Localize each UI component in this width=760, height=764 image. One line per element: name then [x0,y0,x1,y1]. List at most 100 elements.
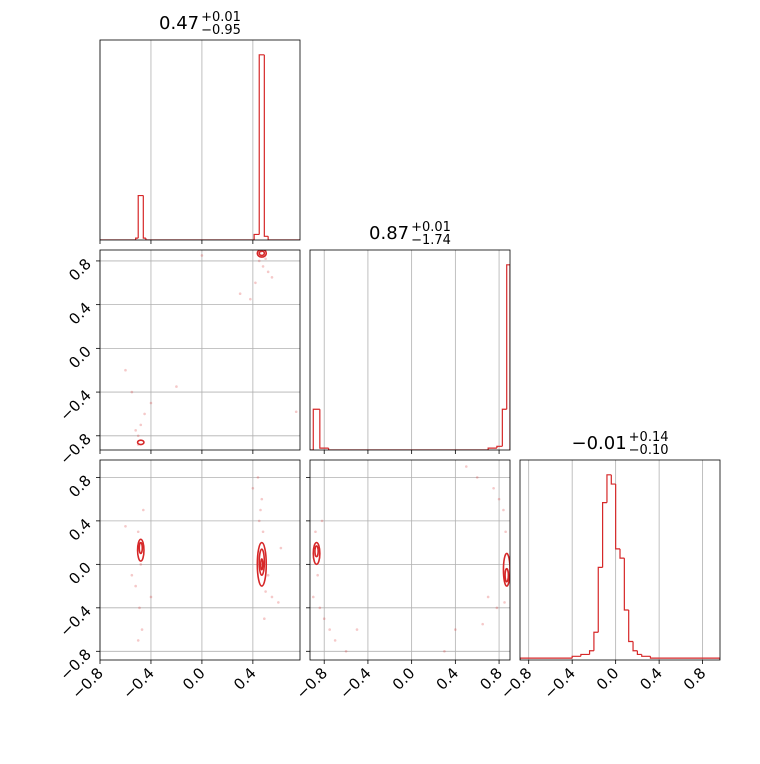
sample-point [322,617,326,620]
contour [136,538,145,562]
x-tick-label: 0.4 [230,664,260,694]
histogram-step [610,474,616,485]
sample-point [318,606,322,610]
title-upper: +0.01 [411,220,451,235]
y-tick-label: −0.4 [56,386,94,424]
histogram-step [496,445,503,449]
histogram-step [520,657,573,660]
y-tick-label: 0.8 [65,255,95,285]
sample-point [134,584,137,588]
sample-point [261,265,265,268]
histogram-step [628,610,634,643]
sample-point [294,410,298,414]
histogram-step [253,233,260,240]
histogram-step [312,408,320,450]
sample-point [495,606,499,610]
sample-point [124,525,127,528]
panel-frame [99,459,301,661]
sample-point [139,563,143,566]
histogram-step [588,650,594,655]
sample-point [464,465,468,468]
x-tick-label: −0.8 [497,664,535,702]
sample-point [251,486,255,490]
sample-point [264,590,267,593]
histogram-step [137,194,144,239]
sample-point [504,530,507,534]
histogram-step [636,650,642,656]
title-upper: +0.01 [201,10,241,25]
x-tick-label: −0.4 [541,664,579,702]
sample-point [130,573,134,577]
sample-point [134,429,137,432]
contour [256,541,268,587]
histogram-step [659,657,720,660]
sample-point [344,650,348,653]
title-upper: +0.14 [629,430,669,445]
sample-point [256,476,260,479]
sample-point [497,497,501,501]
contour [258,250,266,257]
histogram-step [263,54,269,237]
histogram-step [319,409,329,449]
title-value: 0.87 [369,223,409,244]
sample-point [333,639,337,642]
panel-frame [99,39,301,241]
y-tick-label: 0.4 [65,299,95,329]
histogram-step [597,566,603,633]
histogram-step [571,655,581,659]
contour [504,567,510,583]
sample-point [481,622,484,626]
sample-point [454,628,457,631]
sample-point [175,385,178,388]
x-tick-label: −0.4 [336,664,374,702]
x-tick-label: 0.0 [179,664,209,694]
y-tick-label: 0.0 [65,558,95,588]
histogram-step [145,238,255,240]
sample-point [328,628,331,631]
x-tick-label: 0.4 [433,664,463,694]
contour [138,541,144,555]
panel-frame [99,249,301,451]
contour [256,250,268,258]
histogram-step [623,558,629,611]
histogram-step [506,264,510,450]
sample-point [260,497,264,501]
title-value: −0.01 [571,433,626,454]
title-lower: −0.10 [629,443,669,458]
sample-point [270,276,274,279]
sample-point [257,519,261,523]
y-tick-label: 0.4 [65,515,95,545]
sample-point [143,412,146,416]
sample-point [238,292,242,296]
sample-point [200,254,204,257]
histogram-step [649,656,660,659]
histogram-step [267,236,300,240]
sample-point [257,259,261,263]
x-tick-label: −0.8 [293,664,331,702]
sample-point [140,628,144,631]
y-tick-label: 0.8 [65,471,95,501]
title-lower: −1.74 [411,233,451,248]
contour [258,548,266,577]
sample-point [136,530,140,534]
sample-point [443,650,446,653]
sample-point [266,270,270,274]
sample-point [130,390,134,394]
y-tick-label: −0.4 [56,602,94,640]
sample-point [320,519,324,523]
x-tick-label: 0.0 [593,664,623,694]
x-tick-label: 0.8 [680,664,710,694]
sample-point [254,281,257,285]
contour [502,552,510,587]
sample-point [277,601,280,604]
sample-point [314,530,317,534]
sample-point [279,546,283,550]
sample-point [149,595,153,599]
sample-point [124,368,127,372]
sample-point [264,257,267,261]
histogram-step [615,484,620,550]
sample-point [149,401,153,405]
histogram-step [606,474,612,503]
histogram-step [142,195,146,239]
histogram-step [501,408,507,447]
